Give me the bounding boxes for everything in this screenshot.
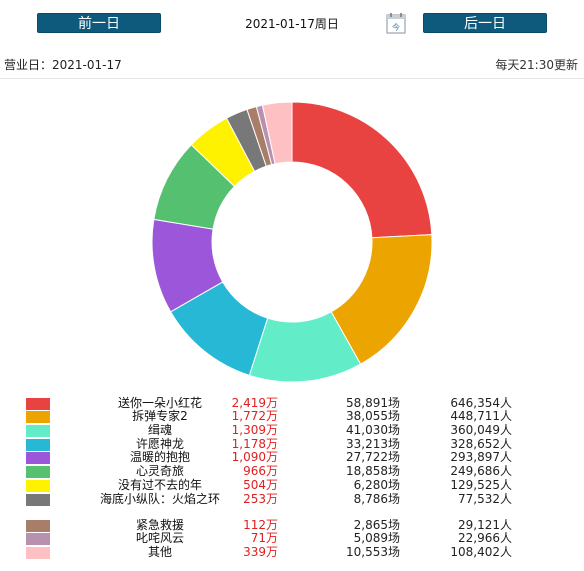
prev-day-button[interactable]: 前一日 [37,13,161,33]
audience-value: 448,711人 [450,409,512,423]
box-office-value: 1,178万 [231,437,278,451]
audience-value: 77,532人 [458,492,512,506]
legend-row: 海底小纵队：火焰之环 253万 8,786场 77,532人 [0,493,584,506]
legend-swatch [26,411,50,423]
sessions-value: 18,858场 [346,464,400,478]
legend-row: 紧急救援 112万 2,865场 29,121人 [0,519,584,532]
legend-swatch [26,480,50,492]
legend-row: 没有过不去的年 504万 6,280场 129,525人 [0,479,584,492]
legend-swatch [26,494,50,506]
next-day-button[interactable]: 后一日 [423,13,547,33]
box-office-value: 1,090万 [231,450,278,464]
legend-row: 许愿神龙 1,178万 33,213场 328,652人 [0,438,584,451]
legend-swatch [26,547,50,559]
sessions-value: 2,865场 [353,518,400,532]
movie-name: 许愿神龙 [135,437,184,451]
audience-value: 129,525人 [450,478,512,492]
sessions-value: 5,089场 [353,531,400,545]
svg-text:今: 今 [392,22,400,32]
legend-swatch [26,533,50,545]
box-office-value: 2,419万 [231,396,278,410]
movie-name: 温暖的抱抱 [129,450,190,464]
legend-swatch [26,425,50,437]
box-office-value: 1,772万 [231,409,278,423]
sessions-value: 33,213场 [346,437,400,451]
movie-name: 心灵奇旅 [135,464,184,478]
divider [0,78,584,79]
legend-row: 缉魂 1,309万 41,030场 360,049人 [0,424,584,437]
audience-value: 360,049人 [450,423,512,437]
sessions-value: 8,786场 [353,492,400,506]
legend-row: 拆弹专家2 1,772万 38,055场 448,711人 [0,410,584,423]
donut-slice [291,101,433,239]
legend-swatch [26,398,50,410]
movie-name: 叱咤风云 [135,531,184,545]
box-office-value: 253万 [243,492,278,506]
audience-value: 108,402人 [450,545,512,559]
business-day-label: 营业日：2021-01-17 [4,58,122,72]
legend-swatch [26,452,50,464]
sessions-value: 6,280场 [353,478,400,492]
legend-swatch [26,466,50,478]
movie-name: 紧急救援 [135,518,184,532]
legend-row: 其他 339万 10,553场 108,402人 [0,546,584,559]
movie-name: 送你一朵小红花 [117,396,202,410]
movie-name: 缉魂 [147,423,172,437]
sessions-value: 38,055场 [346,409,400,423]
audience-value: 22,966人 [458,531,512,545]
legend-row: 叱咤风云 71万 5,089场 22,966人 [0,532,584,545]
movie-name: 海底小纵队：火焰之环 [99,492,220,506]
donut-slice [261,101,293,165]
audience-value: 293,897人 [450,450,512,464]
movie-name: 拆弹专家2 [132,409,188,423]
sessions-value: 41,030场 [346,423,400,437]
sessions-value: 27,722场 [346,450,400,464]
box-office-value: 71万 [250,531,278,545]
audience-value: 29,121人 [458,518,512,532]
box-office-value: 966万 [243,464,278,478]
movie-name: 其他 [147,545,172,559]
update-note: 每天21:30更新 [495,58,578,72]
date-title: 2021-01-17周日 [245,17,339,31]
legend-row: 心灵奇旅 966万 18,858场 249,686人 [0,465,584,478]
calendar-icon[interactable]: 今 [385,11,407,35]
box-office-value: 1,309万 [231,423,278,437]
audience-value: 249,686人 [450,464,512,478]
legend-row: 温暖的抱抱 1,090万 27,722场 293,897人 [0,451,584,464]
movie-name: 没有过不去的年 [117,478,202,492]
box-office-value: 339万 [243,545,278,559]
audience-value: 328,652人 [450,437,512,451]
box-office-value: 504万 [243,478,278,492]
audience-value: 646,354人 [450,396,512,410]
sessions-value: 58,891场 [346,396,400,410]
legend-swatch [26,439,50,451]
box-office-value: 112万 [243,518,278,532]
legend-swatch [26,520,50,532]
sessions-value: 10,553场 [346,545,400,559]
legend-row: 送你一朵小红花 2,419万 58,891场 646,354人 [0,397,584,410]
